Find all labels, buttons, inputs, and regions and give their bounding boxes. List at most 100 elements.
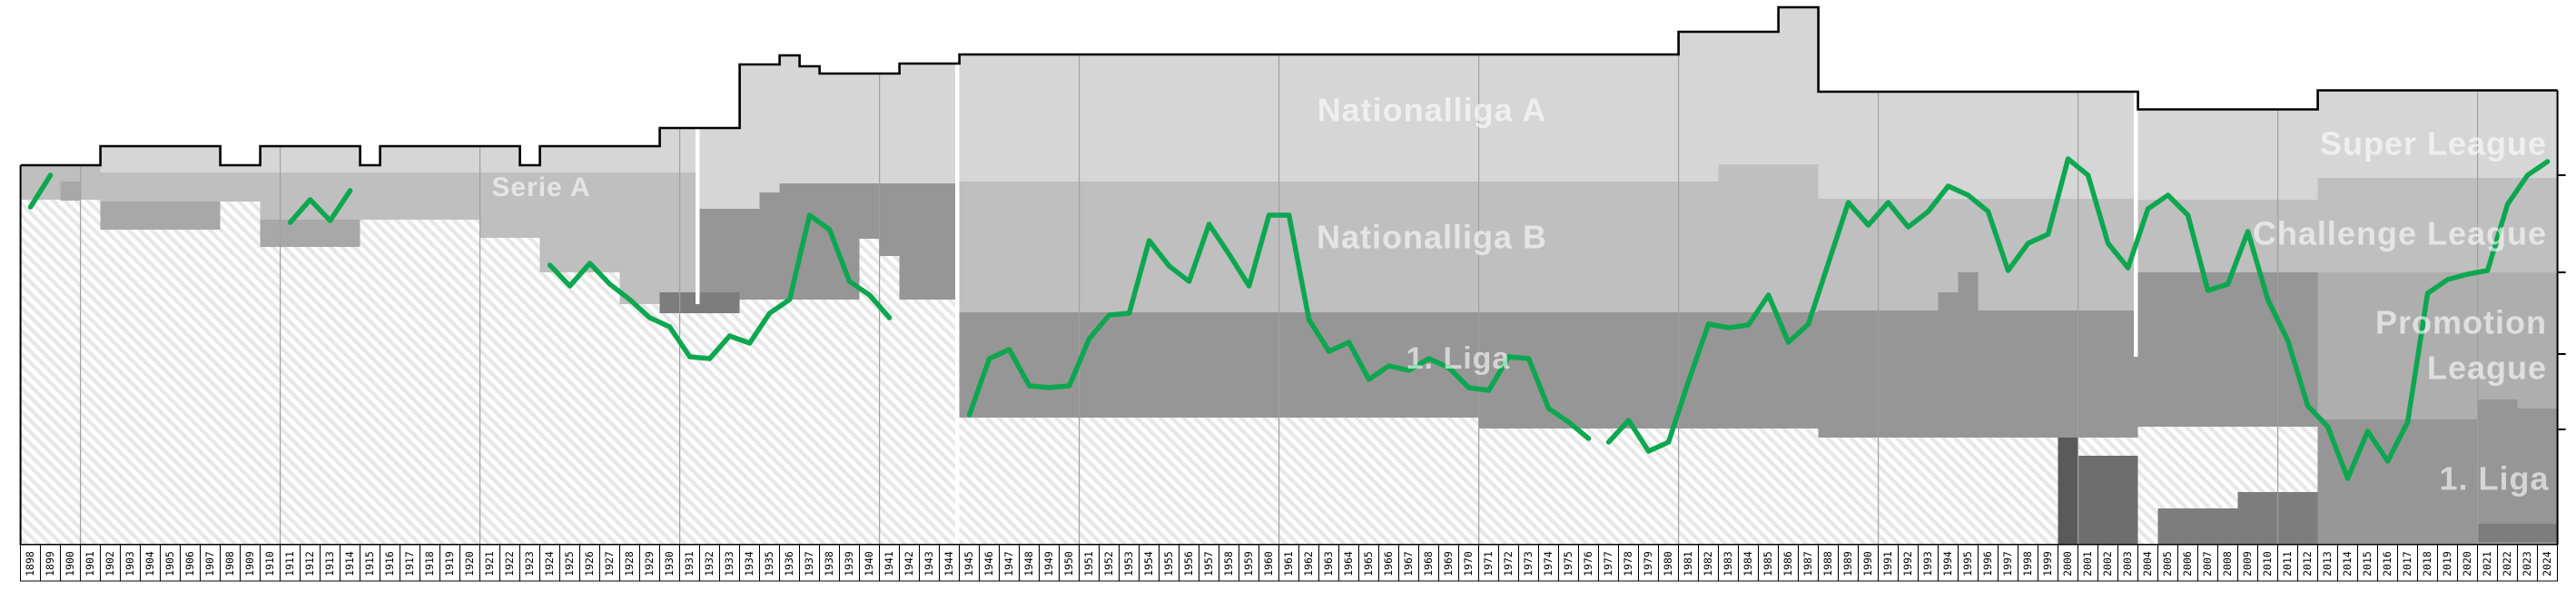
league-tier-band (879, 183, 900, 256)
year-tick-label: 1939 (843, 551, 855, 576)
league-tier-band (479, 172, 540, 238)
year-tick-label: 1993 (1921, 551, 1934, 576)
year-tick-label: 1990 (1861, 551, 1874, 576)
year-tick-label: 1995 (1961, 551, 1974, 576)
year-tick-label: 1920 (463, 551, 476, 576)
year-tick-label: 2024 (2541, 551, 2553, 576)
year-tick-label: 1985 (1762, 551, 1774, 576)
year-tick-label: 1922 (503, 551, 516, 576)
league-tier-band (859, 183, 880, 239)
year-tick-label: 1901 (84, 551, 96, 576)
league-tier-band (759, 192, 780, 300)
league-tier-band (2517, 409, 2558, 545)
label-serie-a: Serie A (491, 172, 590, 202)
league-tier-band (1818, 82, 2138, 199)
above-skyline-mask (898, 0, 961, 64)
year-tick-label: 1965 (1362, 551, 1375, 576)
year-tick-label: 1954 (1142, 551, 1155, 576)
league-tier-band (759, 54, 780, 192)
year-tick-label: 2012 (2301, 551, 2314, 576)
club-position-line (547, 212, 893, 361)
year-tick-label: 1923 (523, 551, 536, 576)
above-skyline-mask (658, 0, 701, 128)
label-1-liga-middle: 1. Liga (1406, 341, 1511, 376)
league-tier-band (260, 172, 480, 220)
year-tick-label: 1935 (763, 551, 775, 576)
year-tick-label: 2000 (2061, 551, 2074, 576)
year-tick-label: 1927 (603, 551, 616, 576)
year-tick-label: 2002 (2101, 551, 2114, 576)
year-tick-label: 1914 (343, 551, 356, 576)
league-tier-band (2058, 438, 2078, 545)
year-tick-label: 1931 (683, 551, 696, 576)
year-tick-label: 1911 (283, 551, 296, 576)
year-tick-label: 2008 (2221, 551, 2234, 576)
year-tick-label: 1913 (323, 551, 336, 576)
year-tick-label: 2004 (2141, 551, 2154, 576)
year-tick-label: 2010 (2261, 551, 2274, 576)
year-tick-label: 1988 (1821, 551, 1834, 576)
label-1-liga-right: 1. Liga (2439, 460, 2549, 497)
year-tick-label: 1953 (1122, 551, 1135, 576)
year-tick-label: 1932 (703, 551, 716, 576)
league-tier-band (539, 172, 620, 272)
above-skyline-mask (798, 0, 821, 66)
year-tick-label: 1969 (1442, 551, 1455, 576)
year-tick-label: 2007 (2201, 551, 2214, 576)
league-tier-band (2477, 399, 2518, 545)
year-tick-label: 1981 (1682, 551, 1694, 576)
top-league-outline (20, 5, 2558, 167)
above-skyline-mask (1817, 0, 2139, 92)
above-skyline-mask (359, 0, 381, 165)
year-tick-label: 2023 (2521, 551, 2533, 576)
year-tick-label: 2005 (2161, 551, 2174, 576)
club-position-line (287, 188, 353, 225)
year-tick-label: 1942 (903, 551, 915, 576)
year-tick-label: 1966 (1382, 551, 1395, 576)
league-tier-band (2477, 524, 2558, 542)
above-skyline-mask (19, 0, 102, 165)
league-tier-band (1938, 292, 1959, 312)
era-break-gap (2133, 91, 2138, 357)
year-tick-label: 1968 (1422, 551, 1435, 576)
year-tick-label: 1929 (643, 551, 656, 576)
above-skyline-mask (698, 0, 741, 128)
league-tier-band (100, 172, 261, 202)
year-tick-label: 2011 (2281, 551, 2294, 576)
club-position-line (966, 212, 1592, 441)
year-tick-label: 2003 (2121, 551, 2134, 576)
year-tick-label: 1945 (962, 551, 975, 576)
club-position-line (27, 172, 54, 210)
year-tick-label: 1950 (1062, 551, 1075, 576)
year-tick-label: 1921 (483, 551, 496, 576)
year-tick-label: 1963 (1322, 551, 1335, 576)
year-tick-label: 1940 (863, 551, 875, 576)
label-promotion: Promotion (2375, 304, 2547, 341)
year-tick-label: 1994 (1941, 551, 1954, 576)
above-skyline-mask (1677, 0, 1780, 32)
above-skyline-mask (538, 0, 661, 146)
year-tick-label: 1934 (743, 551, 755, 576)
league-tier-band (2137, 200, 2318, 272)
league-tier-band (2477, 272, 2518, 399)
year-tick-label: 1917 (403, 551, 416, 576)
year-tick-label: 1924 (543, 551, 556, 576)
year-tick-label: 1970 (1462, 551, 1475, 576)
year-tick-label: 1984 (1742, 551, 1754, 576)
year-tick-label: 2006 (2181, 551, 2194, 576)
year-tick-label: 1909 (243, 551, 256, 576)
year-tick-label: 1967 (1402, 551, 1415, 576)
league-tier-band (100, 202, 221, 230)
era-break-gap (695, 126, 700, 304)
year-tick-label: 1979 (1642, 551, 1654, 576)
above-skyline-mask (1777, 0, 1820, 7)
year-tick-label: 1907 (203, 551, 216, 576)
above-skyline-mask (518, 0, 541, 165)
year-tick-label: 1902 (104, 551, 116, 576)
year-tick-label: 1956 (1182, 551, 1195, 576)
year-tick-label: 1971 (1482, 551, 1495, 576)
league-tier-band (1478, 312, 1819, 428)
year-tick-label: 1989 (1841, 551, 1854, 576)
league-tier-band (619, 172, 700, 304)
above-skyline-mask (379, 0, 521, 146)
